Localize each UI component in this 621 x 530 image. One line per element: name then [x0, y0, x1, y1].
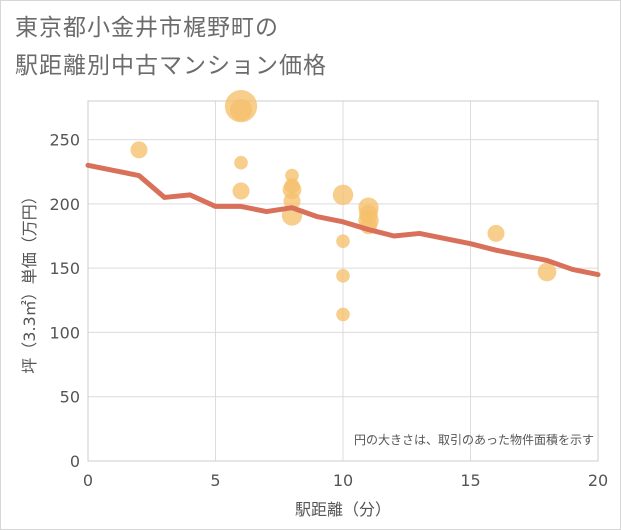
- bubble-point-8: [283, 192, 301, 210]
- bubble-point-3: [234, 155, 248, 170]
- y-tick-label-5: 250: [49, 131, 80, 150]
- y-tick-label-0: 0: [70, 452, 80, 471]
- x-tick-label-4: 20: [588, 471, 608, 490]
- chart-title-line-1: 東京都小金井市梶野町の: [15, 15, 279, 41]
- y-tick-label-2: 100: [49, 323, 80, 342]
- chart-title: 東京都小金井市梶野町の 駅距離別中古マンション価格: [15, 9, 327, 85]
- average-price-line: [85, 162, 601, 278]
- bubble-point-13: [336, 307, 350, 322]
- x-tick-label-0: 0: [83, 471, 93, 490]
- x-tick-label-3: 15: [460, 471, 480, 490]
- bubble-point-0: [130, 141, 148, 159]
- bubble-point-10: [332, 184, 354, 206]
- x-axis-label: 駅距離（分）: [295, 500, 391, 519]
- bubble-point-12: [336, 269, 350, 283]
- y-tick-label-3: 150: [49, 259, 80, 278]
- bubble-point-18: [487, 224, 505, 242]
- bubble-point-5: [285, 168, 299, 183]
- plot-area-border: [87, 100, 599, 462]
- x-tick-label-2: 10: [333, 471, 353, 490]
- chart-title-line-2: 駅距離別中古マンション価格: [15, 53, 327, 79]
- bubble-size-note: 円の大きさは、取引のあった物件面積を示す: [354, 432, 594, 447]
- x-tick-label-1: 5: [210, 471, 220, 490]
- y-tick-label-1: 50: [60, 388, 80, 407]
- bubble-point-11: [336, 234, 350, 248]
- bubble-point-19: [537, 262, 557, 282]
- y-tick-label-4: 200: [49, 195, 80, 214]
- y-axis-label: 坪（3.3㎡）単価（万円）: [20, 188, 39, 373]
- bubble-point-2: [229, 98, 253, 122]
- bubble-point-4: [232, 182, 250, 200]
